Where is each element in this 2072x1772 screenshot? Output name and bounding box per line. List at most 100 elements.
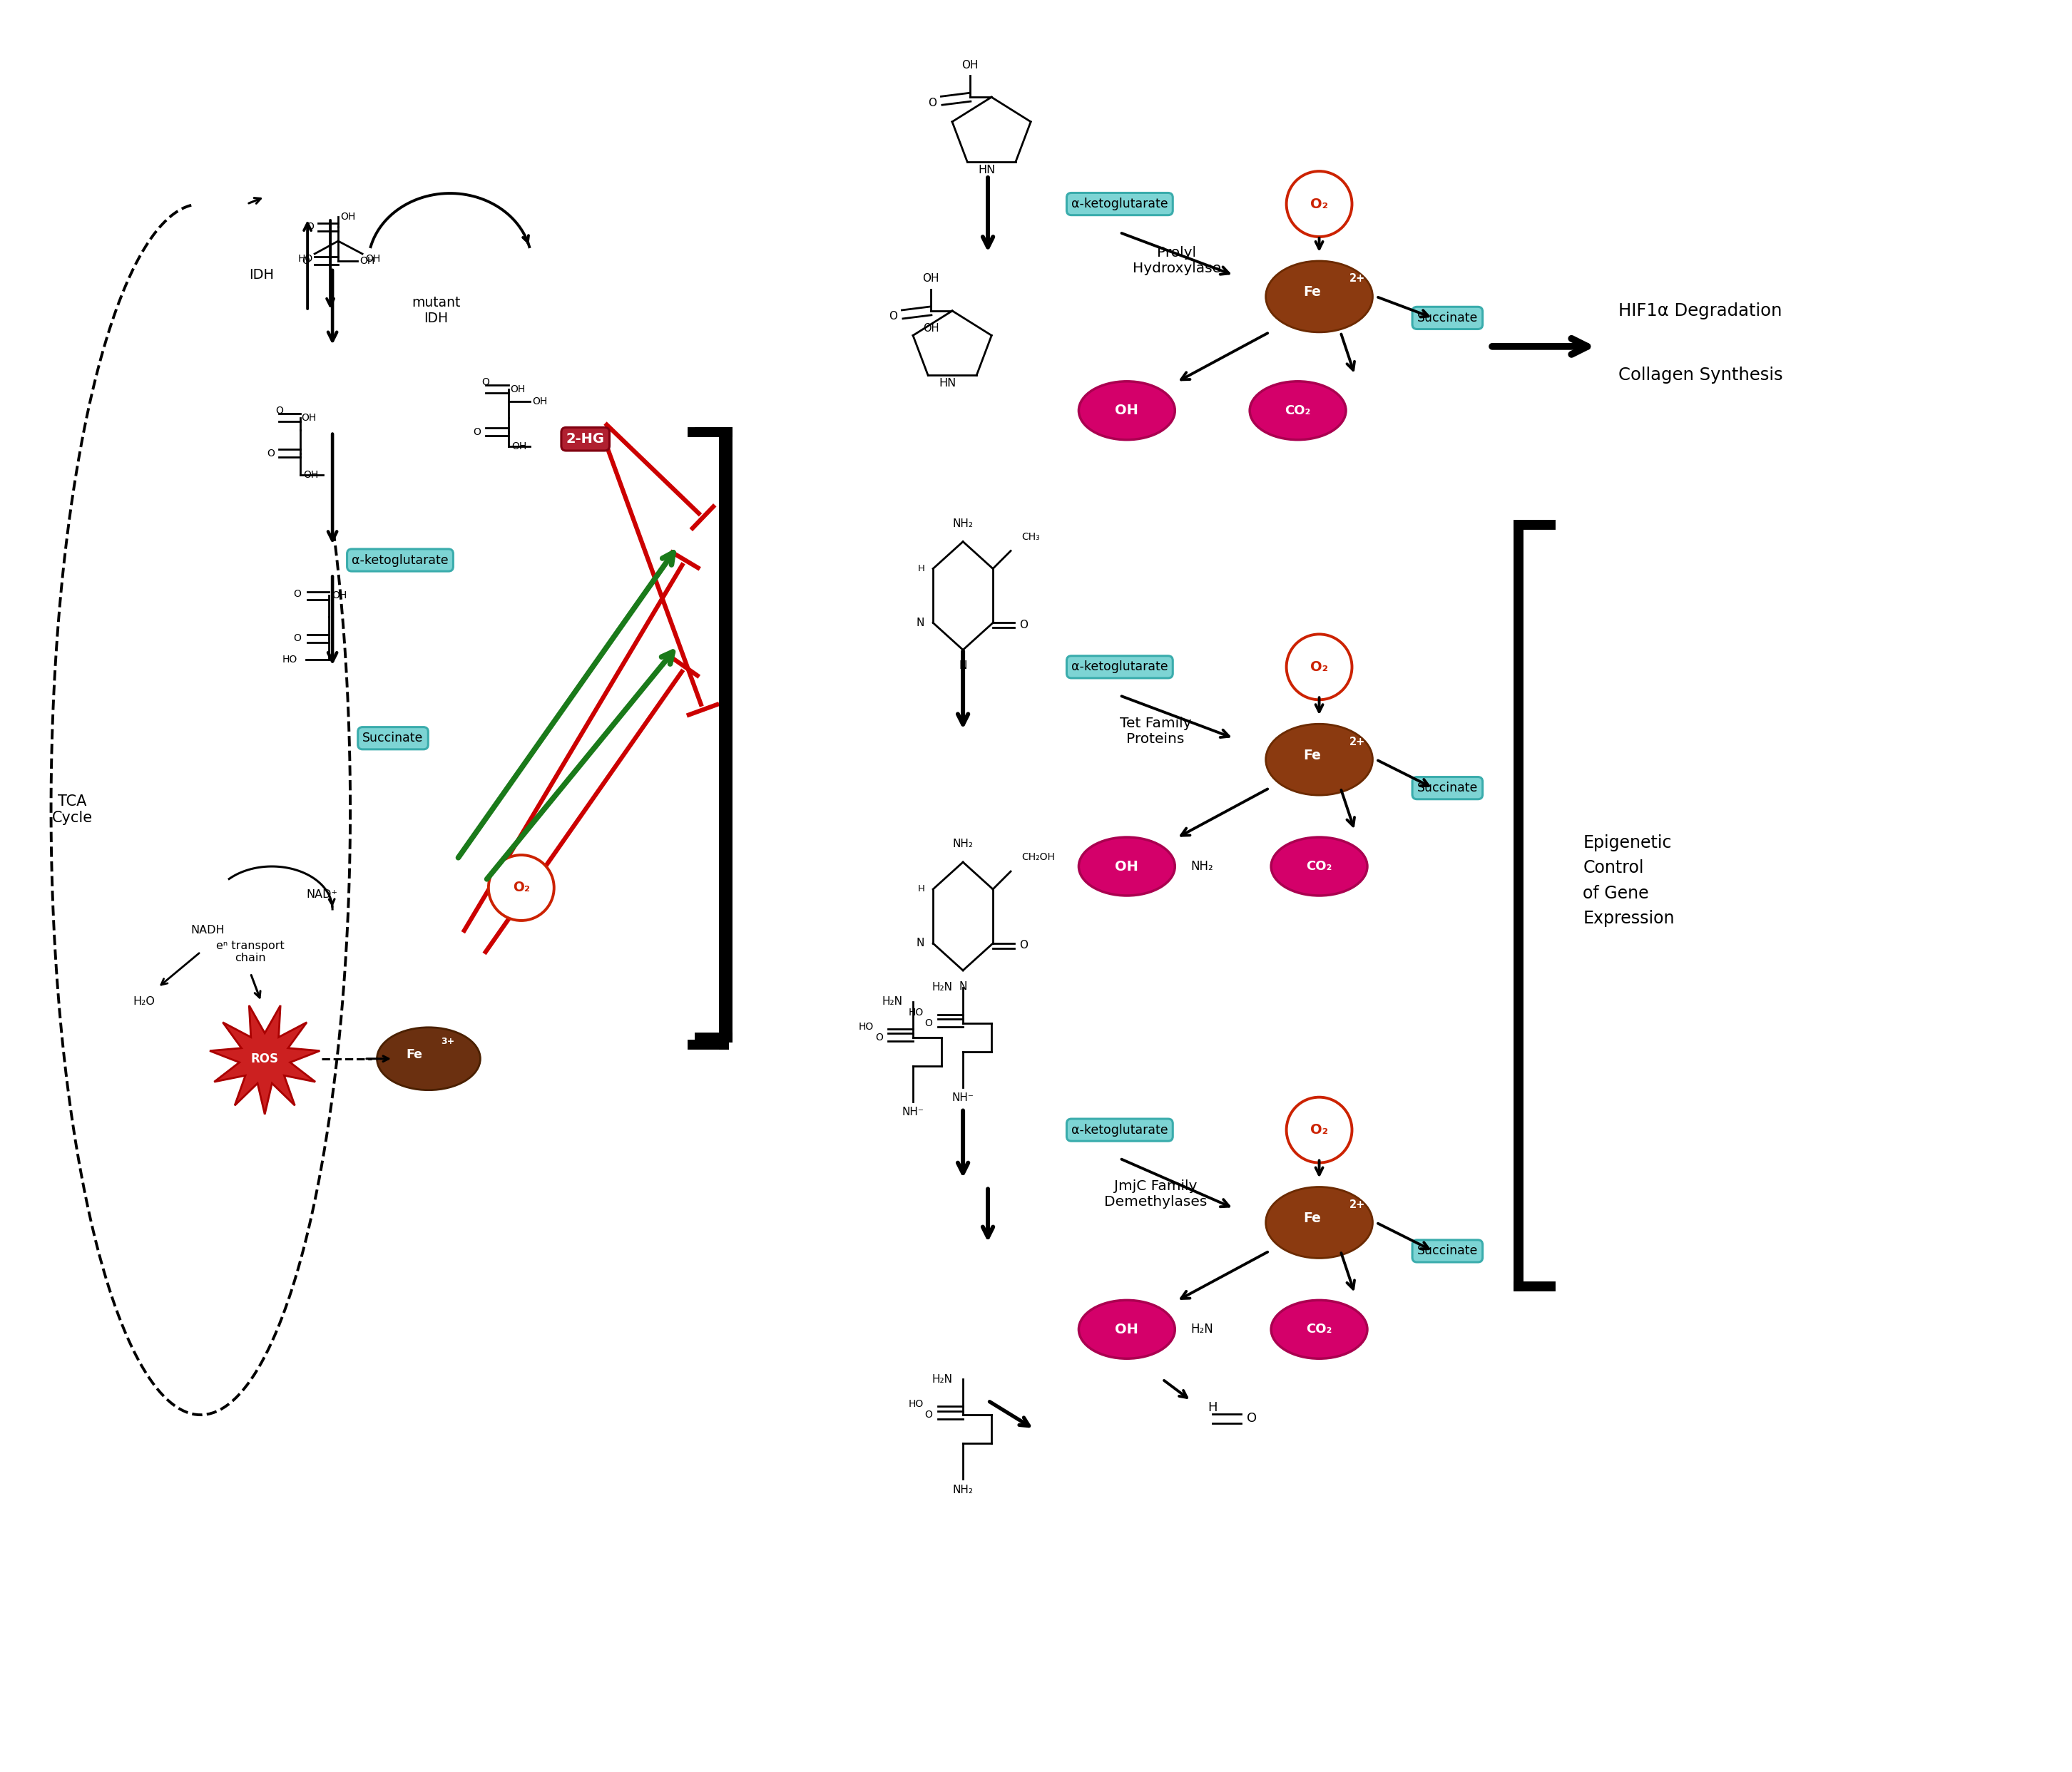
Ellipse shape xyxy=(1270,1301,1368,1359)
Text: HN: HN xyxy=(978,165,995,175)
Text: OH: OH xyxy=(361,255,375,266)
Text: Succinate: Succinate xyxy=(363,732,423,744)
Text: HN: HN xyxy=(939,377,955,388)
Text: 2+: 2+ xyxy=(1349,273,1365,284)
Text: OH: OH xyxy=(1115,1322,1138,1336)
Text: IDH: IDH xyxy=(249,268,274,282)
Text: α-ketoglutarate: α-ketoglutarate xyxy=(352,553,448,567)
Text: Prolyl
Hydroxylase: Prolyl Hydroxylase xyxy=(1133,246,1220,276)
Ellipse shape xyxy=(1249,381,1347,439)
Circle shape xyxy=(1287,172,1351,237)
Text: HIF1α Degradation: HIF1α Degradation xyxy=(1618,303,1782,319)
Text: Fe: Fe xyxy=(1303,285,1322,299)
Text: N: N xyxy=(916,617,924,627)
Text: OH: OH xyxy=(510,385,526,393)
Text: Epigenetic
Control
of Gene
Expression: Epigenetic Control of Gene Expression xyxy=(1583,835,1674,927)
Text: TCA
Cycle: TCA Cycle xyxy=(52,794,93,824)
Text: OH: OH xyxy=(340,213,356,222)
Text: OH: OH xyxy=(922,323,939,333)
Text: JmjC Family
Demethylases: JmjC Family Demethylases xyxy=(1104,1180,1206,1209)
Text: Collagen Synthesis: Collagen Synthesis xyxy=(1618,367,1782,383)
Text: HO: HO xyxy=(910,1400,924,1409)
Text: CO₂: CO₂ xyxy=(1305,859,1332,874)
Text: O₂: O₂ xyxy=(1310,661,1328,673)
Text: O: O xyxy=(472,427,481,438)
Text: NADH: NADH xyxy=(191,925,224,936)
Text: HO: HO xyxy=(298,253,313,264)
Text: N: N xyxy=(959,661,968,672)
Text: NH⁻: NH⁻ xyxy=(951,1093,974,1104)
Circle shape xyxy=(1287,1097,1351,1162)
Text: Fe: Fe xyxy=(1303,1212,1322,1224)
Text: Succinate: Succinate xyxy=(1417,312,1477,324)
Text: NH⁻: NH⁻ xyxy=(901,1108,924,1118)
Text: α-ketoglutarate: α-ketoglutarate xyxy=(1071,661,1169,673)
Text: CH₂OH: CH₂OH xyxy=(1021,852,1055,863)
Text: Succinate: Succinate xyxy=(1417,781,1477,794)
Text: OH: OH xyxy=(1115,404,1138,418)
Text: HO: HO xyxy=(282,656,298,664)
Text: α-ketoglutarate: α-ketoglutarate xyxy=(1071,197,1169,211)
Text: O: O xyxy=(924,1411,932,1419)
Text: O: O xyxy=(303,255,311,266)
Text: Fe: Fe xyxy=(1303,748,1322,762)
Text: H₂N: H₂N xyxy=(1191,1324,1214,1336)
Text: CH₃: CH₃ xyxy=(1021,532,1040,542)
Text: mutant
IDH: mutant IDH xyxy=(412,296,460,326)
Text: O: O xyxy=(928,97,937,108)
Text: NH₂: NH₂ xyxy=(953,838,974,849)
Polygon shape xyxy=(209,1005,319,1115)
Text: H₂N: H₂N xyxy=(932,982,953,992)
Text: CO₂: CO₂ xyxy=(1285,404,1312,416)
Text: NH₂: NH₂ xyxy=(1191,859,1214,874)
Text: HO: HO xyxy=(910,1008,924,1017)
Text: 3+: 3+ xyxy=(441,1037,454,1045)
Text: O: O xyxy=(267,448,274,459)
Ellipse shape xyxy=(1266,260,1372,331)
Text: O₂: O₂ xyxy=(512,881,530,895)
Text: N: N xyxy=(916,937,924,948)
Text: OH: OH xyxy=(1115,859,1138,874)
Text: O: O xyxy=(889,312,897,323)
Text: OH: OH xyxy=(303,470,319,480)
Text: Succinate: Succinate xyxy=(1417,1244,1477,1258)
Text: O: O xyxy=(1247,1412,1256,1425)
Text: 2+: 2+ xyxy=(1349,737,1365,748)
Text: O: O xyxy=(294,590,300,599)
Text: OH: OH xyxy=(922,273,939,284)
Text: OH: OH xyxy=(512,441,526,452)
Text: N: N xyxy=(959,982,968,992)
Ellipse shape xyxy=(1266,725,1372,796)
Ellipse shape xyxy=(377,1028,481,1090)
Text: 2-HG: 2-HG xyxy=(566,432,605,447)
Text: NH₂: NH₂ xyxy=(953,1485,974,1496)
Ellipse shape xyxy=(1080,381,1175,439)
Text: H₂O: H₂O xyxy=(133,996,155,1006)
Text: OH: OH xyxy=(332,590,348,601)
Text: H: H xyxy=(1208,1402,1216,1414)
Text: O: O xyxy=(294,634,300,643)
Text: O₂: O₂ xyxy=(1310,1123,1328,1136)
Text: OH: OH xyxy=(365,253,381,264)
Text: CO₂: CO₂ xyxy=(1305,1324,1332,1336)
Text: H: H xyxy=(918,563,924,574)
Text: O: O xyxy=(874,1033,883,1042)
Text: Tet Family
Proteins: Tet Family Proteins xyxy=(1119,716,1191,746)
Text: O: O xyxy=(307,222,315,232)
Text: OH: OH xyxy=(533,397,547,406)
Text: O: O xyxy=(1019,620,1028,631)
Text: ROS: ROS xyxy=(251,1053,278,1065)
Text: H₂N: H₂N xyxy=(883,996,903,1006)
Circle shape xyxy=(489,856,553,920)
Text: H₂N: H₂N xyxy=(932,1373,953,1384)
Text: O: O xyxy=(276,406,284,416)
Text: O₂: O₂ xyxy=(1310,197,1328,211)
Text: α-ketoglutarate: α-ketoglutarate xyxy=(1071,1123,1169,1136)
Text: eⁿ transport
chain: eⁿ transport chain xyxy=(215,941,284,964)
Text: NH₂: NH₂ xyxy=(953,517,974,528)
Text: Fe: Fe xyxy=(406,1047,423,1061)
Ellipse shape xyxy=(1080,1301,1175,1359)
Ellipse shape xyxy=(1266,1187,1372,1258)
Text: O: O xyxy=(483,377,489,386)
Text: OH: OH xyxy=(300,413,317,424)
